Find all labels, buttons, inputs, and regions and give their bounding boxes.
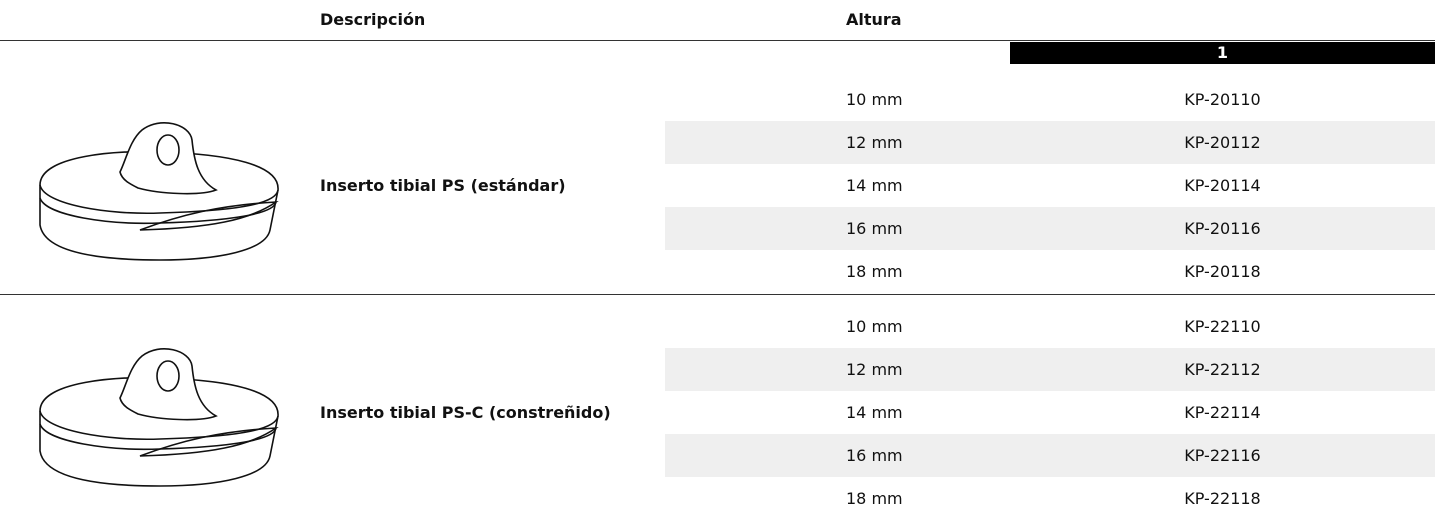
header-description: Descripción: [320, 10, 426, 29]
header-rule: [0, 40, 1435, 41]
code-cell: KP-22116: [1184, 446, 1261, 465]
insert-image: [39, 348, 279, 487]
height-cell: 12 mm: [846, 360, 903, 379]
size-header-label: 1: [1216, 43, 1229, 62]
height-cell: 18 mm: [846, 489, 903, 508]
height-cell: 18 mm: [846, 262, 903, 281]
row-band: [665, 121, 1435, 164]
product-description: Inserto tibial PS (estándar): [320, 175, 566, 195]
code-cell: KP-20110: [1184, 90, 1261, 109]
code-cell: KP-22110: [1184, 317, 1261, 336]
height-cell: 14 mm: [846, 176, 903, 195]
header-height: Altura: [846, 10, 902, 29]
row-band: [665, 348, 1435, 391]
code-cell: KP-22114: [1184, 403, 1261, 422]
size-header: [1010, 42, 1435, 64]
height-cell: 10 mm: [846, 90, 903, 109]
group-rule: [0, 294, 1435, 295]
height-cell: 10 mm: [846, 317, 903, 336]
insert-image: [39, 122, 279, 261]
product-description: Inserto tibial PS-C (constreñido): [320, 402, 611, 422]
row-band: [665, 434, 1435, 477]
code-cell: KP-20116: [1184, 219, 1261, 238]
code-cell: KP-22112: [1184, 360, 1261, 379]
height-cell: 16 mm: [846, 446, 903, 465]
height-cell: 12 mm: [846, 133, 903, 152]
code-cell: KP-20118: [1184, 262, 1261, 281]
height-cell: 14 mm: [846, 403, 903, 422]
height-cell: 16 mm: [846, 219, 903, 238]
code-cell: KP-22118: [1184, 489, 1261, 508]
code-cell: KP-20112: [1184, 133, 1261, 152]
row-band: [665, 207, 1435, 250]
code-cell: KP-20114: [1184, 176, 1261, 195]
